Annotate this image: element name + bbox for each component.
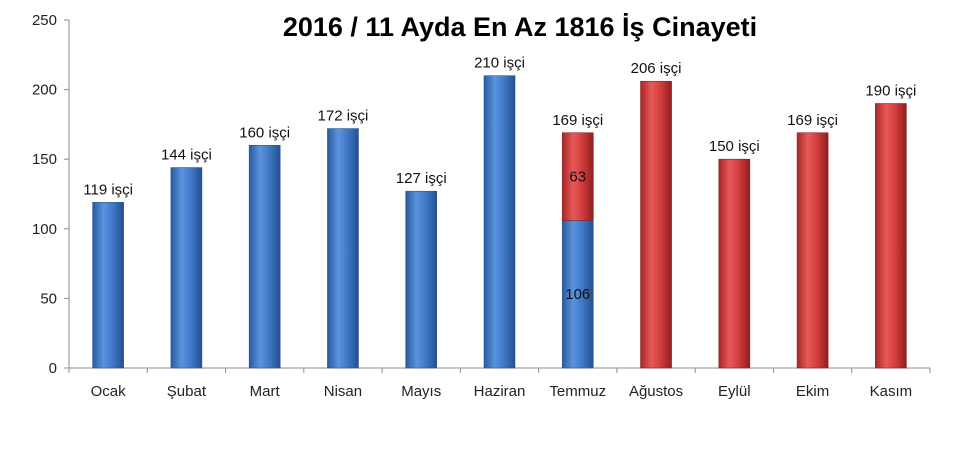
data-labels-group: 119 işçi 144 işçi 160 işçi 172 işçi 127 işçi… xyxy=(83,55,916,304)
bar-ekim xyxy=(796,132,829,369)
category-labels-group: Ocak Şubat Mart Nisan Mayıs Haziran Temmuz Ağus… xyxy=(91,383,912,400)
bar-kasım xyxy=(875,103,907,369)
data-label: 127 işçi xyxy=(396,170,447,187)
data-label: 119 işçi xyxy=(83,181,133,198)
y-tick-label: 200 xyxy=(32,82,57,99)
y-tick-label: 100 xyxy=(32,221,57,238)
chart-title: 2016 / 11 Ayda En Az 1816 İş Cinayeti xyxy=(283,12,757,42)
data-label: 144 işçi xyxy=(161,147,212,164)
segment-label-red: 63 xyxy=(569,169,586,186)
bar-mart xyxy=(248,144,281,369)
bar-temmuz-segment-red xyxy=(561,132,594,221)
data-label: 150 işçi xyxy=(709,138,760,155)
category-label: Şubat xyxy=(167,383,207,400)
category-label: Haziran xyxy=(474,383,526,400)
category-label: Mart xyxy=(250,383,281,400)
y-tick-label: 150 xyxy=(32,151,57,168)
bar-nisan xyxy=(327,128,359,369)
category-label: Eylül xyxy=(718,383,751,400)
y-tick-label: 0 xyxy=(49,360,57,377)
category-label: Kasım xyxy=(870,383,913,400)
y-tick-label: 250 xyxy=(32,12,57,29)
bar-eylül xyxy=(718,158,751,369)
category-label: Ekim xyxy=(796,383,829,400)
data-label: 160 işçi xyxy=(239,124,290,141)
category-label: Nisan xyxy=(324,383,362,400)
data-label: 172 işçi xyxy=(318,108,369,125)
segment-label-blue: 106 xyxy=(565,286,590,303)
bars-group xyxy=(68,75,931,373)
bar-şubat xyxy=(170,167,203,369)
bar-haziran xyxy=(483,75,516,369)
category-label: Temmuz xyxy=(549,383,606,400)
data-label: 169 işçi xyxy=(552,112,603,129)
data-label: 210 işçi xyxy=(474,55,525,72)
data-label: 169 işçi xyxy=(787,112,838,129)
data-label: 206 işçi xyxy=(631,60,682,77)
bar-ağustos xyxy=(640,80,672,369)
y-tick-label: 50 xyxy=(40,290,57,307)
bar-ocak xyxy=(92,202,124,369)
category-label: Mayıs xyxy=(401,383,441,400)
y-axis-ticks: 0 50 100 150 200 250 xyxy=(32,12,69,377)
category-label: Ocak xyxy=(91,383,127,400)
data-label: 190 işçi xyxy=(865,83,916,100)
bar-mayıs xyxy=(405,190,438,369)
category-label: Ağustos xyxy=(629,383,683,400)
